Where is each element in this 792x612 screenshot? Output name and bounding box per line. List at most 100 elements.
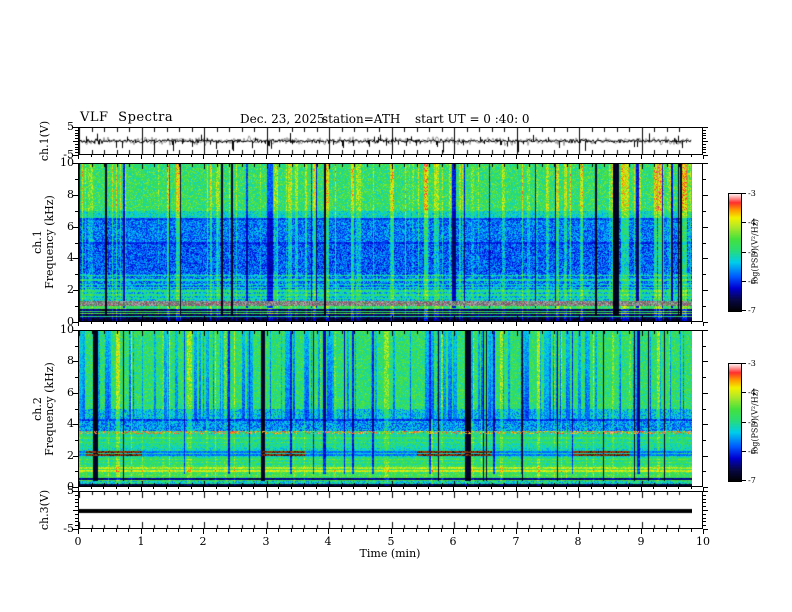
y-axis-tick (703, 514, 706, 515)
x-axis-tick (566, 487, 567, 489)
x-axis-tick (691, 529, 692, 532)
y-axis-tick (703, 518, 706, 519)
x-axis-tick (516, 155, 517, 159)
y-axis-tick (75, 306, 78, 307)
x-axis-tick (141, 155, 142, 159)
x-axis-tick (278, 487, 279, 489)
colorbar-tick-label: -7 (748, 476, 756, 485)
x-tick-label: 3 (262, 535, 270, 548)
x-axis-tick (253, 155, 254, 157)
y-axis-tick (703, 149, 706, 150)
y-axis-tick (703, 258, 708, 259)
colorbar-tick (742, 310, 746, 311)
x-axis-tick (516, 487, 517, 491)
x-axis-tick (141, 487, 142, 491)
x-tick-label: 10 (696, 535, 710, 548)
colorbar-tick (742, 422, 746, 423)
y-axis-tick (703, 135, 706, 136)
y-axis-tick (73, 258, 78, 259)
x-axis-tick (628, 487, 629, 489)
x-axis-tick (503, 322, 504, 324)
x-axis-tick (303, 322, 304, 324)
colorbar-tick (742, 222, 746, 223)
x-axis-tick (403, 529, 404, 532)
x-axis-tick (428, 322, 429, 324)
y-tick-label: 6 (67, 386, 74, 399)
x-axis-tick (453, 487, 454, 491)
y-axis-tick (73, 510, 78, 511)
y-tick-label: 4 (67, 417, 74, 430)
x-axis-tick (391, 529, 392, 534)
x-tick-label: 8 (574, 535, 582, 548)
y-axis-tick (703, 361, 708, 362)
x-axis-tick (553, 529, 554, 532)
x-axis-tick (491, 155, 492, 157)
colorbar-tick-label: -5 (748, 418, 756, 427)
x-axis-tick (341, 487, 342, 489)
x-axis-tick (78, 487, 79, 491)
y-axis-tick (703, 133, 706, 134)
y-axis-tick (75, 152, 78, 153)
y-axis-tick (703, 424, 708, 425)
x-axis-tick (616, 322, 617, 324)
x-axis-tick (428, 155, 429, 157)
x-axis-tick (178, 322, 179, 324)
x-axis-tick (653, 529, 654, 532)
colorbar-ch2-gradient (729, 364, 741, 481)
x-axis-tick (241, 487, 242, 489)
x-axis-tick (328, 487, 329, 491)
y-axis-tick (703, 440, 706, 441)
y-axis-tick (703, 521, 706, 522)
x-axis-tick (341, 529, 342, 532)
y-tick-label: 5 (67, 120, 74, 133)
figure-start-ut: start UT = 0 :40: 0 (415, 112, 530, 126)
y-axis-tick (703, 491, 708, 492)
y-axis-tick (703, 495, 706, 496)
x-axis-tick (491, 487, 492, 489)
y-tick-label: 8 (67, 354, 74, 367)
y-axis-tick (75, 135, 78, 136)
x-axis-tick (678, 529, 679, 532)
x-axis-tick (528, 322, 529, 324)
x-axis-tick (453, 529, 454, 534)
y-tick-label: -5 (63, 148, 74, 161)
x-axis-tick (241, 155, 242, 157)
y-axis-tick (703, 506, 706, 507)
x-axis-tick (478, 155, 479, 157)
x-axis-tick (628, 529, 629, 532)
y-tick-label: 2 (67, 449, 74, 462)
y-axis-tick (75, 440, 78, 441)
x-axis-tick (191, 155, 192, 157)
y-axis-tick (75, 130, 78, 131)
y-axis-tick (703, 290, 708, 291)
x-axis-tick (566, 322, 567, 324)
x-axis-tick (641, 529, 642, 534)
ch2-spectrogram-panel (78, 330, 703, 487)
x-axis-tick (303, 529, 304, 532)
y-axis-tick (703, 141, 708, 142)
x-axis-tick (141, 529, 142, 534)
x-axis-tick (216, 155, 217, 157)
x-axis-tick (78, 529, 79, 534)
x-axis-tick (278, 155, 279, 157)
y-axis-tick (73, 487, 78, 488)
x-axis-tick (278, 322, 279, 324)
y-tick-label: -5 (63, 522, 74, 535)
x-axis-tick (253, 322, 254, 324)
x-axis-tick (616, 487, 617, 489)
x-axis-tick (228, 487, 229, 489)
x-axis-tick (266, 487, 267, 491)
x-axis-tick (541, 529, 542, 532)
x-axis-tick (703, 155, 704, 159)
x-axis-tick (678, 155, 679, 157)
ch1-waveform-canvas (79, 128, 692, 154)
y-axis-tick (703, 179, 706, 180)
x-axis-tick (641, 155, 642, 159)
y-axis-tick (75, 521, 78, 522)
colorbar-tick-label: -6 (748, 277, 756, 286)
x-axis-tick (103, 322, 104, 324)
y-axis-tick (703, 502, 706, 503)
x-axis-tick (78, 155, 79, 159)
x-axis-tick (291, 322, 292, 324)
x-axis-tick (203, 322, 204, 326)
